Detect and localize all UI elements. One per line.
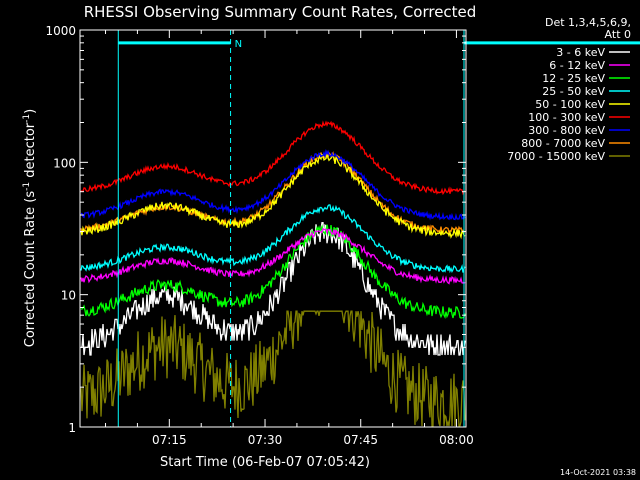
marker-bar-label: N [235, 39, 242, 50]
x-tick-label: 07:45 [343, 433, 378, 447]
chart-title: RHESSI Observing Summary Count Rates, Co… [84, 3, 477, 21]
x-tick-label: 07:30 [248, 433, 283, 447]
x-tick-label: 08:00 [439, 433, 474, 447]
x-tick-label: 07:15 [152, 433, 187, 447]
legend-label: 800 - 7000 keV [521, 137, 605, 150]
legend-label: 3 - 6 keV [556, 46, 605, 59]
legend-label: 25 - 50 keV [542, 85, 605, 98]
legend-label: 50 - 100 keV [535, 98, 605, 111]
legend-label: 300 - 800 keV [528, 124, 605, 137]
legend-label: 100 - 300 keV [528, 111, 605, 124]
series-line-4 [81, 154, 465, 237]
y-tick-label: 1000 [45, 24, 76, 38]
series-line-8 [81, 311, 465, 426]
footer-timestamp: 14-Oct-2021 03:38 [560, 468, 636, 477]
series-line-1 [81, 229, 465, 284]
legend-header-line-2: Att 0 [605, 28, 631, 41]
legend-label: 12 - 25 keV [542, 72, 605, 85]
series-line-5 [81, 122, 465, 193]
y-axis-label: Corrected Count Rate (s-1 detector-1) [22, 109, 38, 347]
legend-label: 6 - 12 keV [549, 59, 605, 72]
y-tick-label: 1 [68, 421, 76, 435]
y-tick-label: 10 [61, 289, 76, 303]
legend-label: 7000 - 15000 keV [507, 150, 605, 163]
y-tick-label: 100 [53, 156, 76, 170]
x-axis-label: Start Time (06-Feb-07 07:05:42) [160, 455, 370, 470]
